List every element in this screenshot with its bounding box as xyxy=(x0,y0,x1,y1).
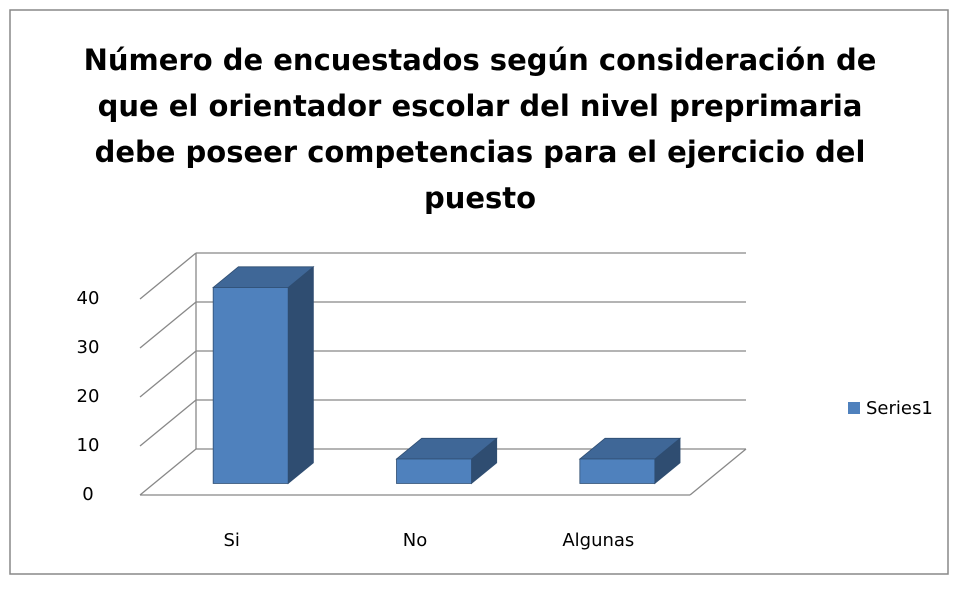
y-tick-label: 20 xyxy=(77,386,100,407)
y-tick-label: 10 xyxy=(77,435,100,456)
bar-side xyxy=(287,265,314,485)
grid-line xyxy=(139,252,197,300)
y-tick-label: 30 xyxy=(77,337,100,358)
grid-line xyxy=(139,301,197,349)
grid-line xyxy=(139,399,197,447)
grid-line xyxy=(139,350,197,398)
y-tick-label: 40 xyxy=(77,288,100,309)
chart-title: Número de encuestados según consideració… xyxy=(84,43,877,77)
bar xyxy=(212,287,289,484)
chart-title: puesto xyxy=(424,181,536,215)
chart-title: que el orientador escolar del nivel prep… xyxy=(98,89,863,123)
y-tick-label: 0 xyxy=(82,484,93,505)
x-tick-label: Algunas xyxy=(562,530,634,551)
x-tick-label: Si xyxy=(223,530,239,551)
x-tick-label: No xyxy=(403,530,427,551)
floor-edge xyxy=(689,448,747,496)
bar xyxy=(396,458,472,484)
chart-title: debe poseer competencias para el ejercic… xyxy=(95,135,866,169)
legend-swatch xyxy=(848,402,860,414)
chart-border xyxy=(9,9,949,575)
bar xyxy=(579,458,656,484)
legend-label: Series1 xyxy=(866,398,933,419)
grid-line xyxy=(139,448,197,496)
